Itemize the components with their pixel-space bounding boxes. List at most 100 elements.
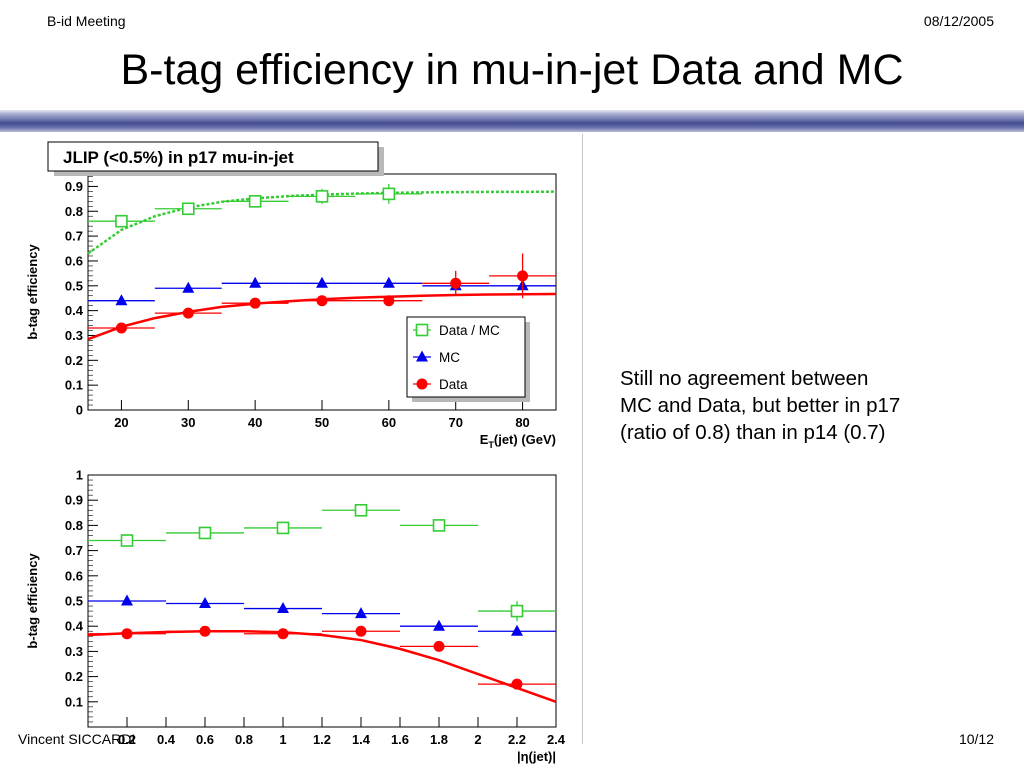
legend-marker-ratio — [415, 323, 429, 337]
data-point-ratio — [510, 604, 524, 618]
y-axis-label: b-tag efficiency — [25, 244, 40, 340]
footer-author: Vincent SICCARDI — [18, 731, 136, 747]
data-point-data — [121, 628, 133, 640]
x-axis-label: |η(jet)| — [517, 749, 556, 764]
legend-marker-mc — [416, 350, 428, 362]
header-date: 08/12/2005 — [923, 13, 994, 29]
y-tick-label: 0 — [76, 403, 83, 418]
data-point-mc — [277, 602, 289, 614]
chart-title: JLIP (<0.5%) in p17 mu-in-jet — [63, 148, 294, 167]
y-tick-label: 0.8 — [65, 518, 83, 533]
y-tick-label: 0.7 — [65, 229, 83, 244]
data-point-data — [517, 270, 529, 282]
data-point-mc — [115, 294, 128, 306]
x-tick-label: 50 — [315, 415, 329, 430]
x-tick-label: 1.4 — [352, 732, 371, 747]
x-tick-label: 0.4 — [157, 732, 176, 747]
data-point-ratio — [248, 195, 262, 208]
data-point-data — [316, 295, 328, 307]
data-point-ratio — [181, 202, 195, 216]
data-point-data — [277, 628, 289, 640]
x-tick-label: 40 — [248, 415, 262, 430]
data-point-mc — [182, 281, 195, 293]
y-tick-label: 0.4 — [65, 303, 84, 318]
y-tick-label: 0.9 — [65, 179, 83, 194]
data-point-data — [433, 640, 445, 652]
data-point-data — [249, 297, 261, 309]
title-box — [47, 141, 379, 172]
data-point-mc — [382, 276, 395, 288]
y-axis-label: b-tag efficiency — [25, 553, 40, 649]
x-tick-label: 0.6 — [196, 732, 214, 747]
data-point-data — [383, 295, 395, 307]
y-tick-label: 0.5 — [65, 278, 83, 293]
x-tick-label: 30 — [181, 415, 195, 430]
x-tick-label: 80 — [515, 415, 529, 430]
data-point-ratio — [115, 214, 128, 228]
data-point-ratio — [198, 526, 212, 540]
column-divider — [582, 134, 583, 744]
side-note: Still no agreement between MC and Data, … — [620, 365, 1000, 446]
x-tick-label: 20 — [114, 415, 128, 430]
data-point-ratio — [432, 519, 446, 532]
slide-title: B-tag efficiency in mu-in-jet Data and M… — [120, 46, 904, 94]
data-point-mc — [511, 624, 523, 636]
y-tick-label: 0.1 — [65, 378, 83, 393]
legend-label: Data — [439, 377, 468, 392]
fit-curve-data — [87, 629, 557, 703]
data-point-mc — [199, 597, 211, 609]
y-tick-label: 0.3 — [65, 644, 83, 659]
data-point-ratio — [354, 503, 368, 517]
y-tick-label: 0.2 — [65, 353, 83, 368]
data-point-mc — [121, 594, 133, 606]
x-tick-label: 1.2 — [313, 732, 331, 747]
data-point-mc — [316, 276, 328, 288]
legend-marker-data — [416, 378, 428, 390]
data-point-mc — [249, 276, 262, 288]
y-tick-label: 0.4 — [65, 619, 84, 634]
chart-et-efficiency: 0 0.1 0.2 0.3 0.4 0.5 0.6 0.7 0.8 0.9 20 30 40 50 60 70… — [25, 141, 557, 450]
data-point-data — [511, 678, 523, 690]
x-tick-label: 70 — [448, 415, 462, 430]
y-tick-label: 1 — [76, 468, 83, 483]
data-point-data — [115, 322, 127, 334]
x-tick-label: 60 — [382, 415, 396, 430]
side-note-line: MC and Data, but better in p17 — [620, 394, 901, 417]
y-tick-label: 0.7 — [65, 543, 83, 558]
y-tick-label: 0.5 — [65, 594, 83, 609]
data-point-ratio — [120, 534, 134, 547]
y-tick-label: 0.6 — [65, 568, 83, 583]
x-tick-label: 2.4 — [547, 732, 566, 747]
x-tick-label: 1 — [279, 732, 286, 747]
x-axis-label: ET(jet) (GeV) — [480, 432, 556, 450]
y-tick-label: 0.9 — [65, 493, 83, 508]
data-point-data — [182, 307, 194, 319]
title-underline-bar — [0, 110, 1024, 132]
data-point-ratio — [315, 190, 329, 203]
data-point-mc — [433, 619, 445, 631]
x-tick-label: 1.6 — [391, 732, 409, 747]
header-meeting-name: B-id Meeting — [47, 13, 126, 29]
x-tick-label: 2.2 — [508, 732, 526, 747]
x-tick-label: 0.8 — [235, 732, 253, 747]
data-point-data — [199, 625, 211, 637]
data-point-ratio — [276, 521, 290, 535]
y-tick-label: 0.1 — [65, 694, 83, 709]
data-point-ratio — [382, 187, 396, 201]
y-tick-label: 0.2 — [65, 669, 83, 684]
side-note-line: (ratio of 0.8) than in p14 (0.7) — [620, 421, 886, 444]
y-tick-label: 0.6 — [65, 253, 83, 268]
data-point-data — [355, 625, 367, 637]
data-point-mc — [355, 607, 367, 619]
y-tick-label: 0.3 — [65, 328, 83, 343]
legend-label: MC — [439, 350, 460, 365]
footer-page-number: 10/12 — [958, 731, 994, 747]
x-tick-label: 0.2 — [118, 732, 136, 747]
legend-label: Data / MC — [439, 323, 500, 338]
chart-eta-efficiency: 0.1 0.2 0.3 0.4 0.5 0.6 0.7 0.8 0.9 1 0.2 0.4 0.6 0.8… — [25, 468, 566, 765]
x-tick-label: 1.8 — [430, 732, 448, 747]
side-note-line: Still no agreement between — [620, 367, 869, 390]
data-point-data — [450, 277, 462, 289]
x-tick-label: 2 — [474, 732, 481, 747]
y-tick-label: 0.8 — [65, 204, 83, 219]
